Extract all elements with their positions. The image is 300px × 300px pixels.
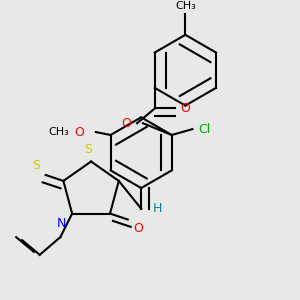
Text: O: O	[121, 117, 131, 130]
Text: CH₃: CH₃	[175, 1, 196, 11]
Text: O: O	[74, 126, 84, 139]
Text: CH₃: CH₃	[49, 127, 69, 137]
Text: O: O	[180, 102, 190, 115]
Text: S: S	[84, 142, 92, 156]
Text: O: O	[134, 222, 143, 236]
Text: N: N	[57, 217, 66, 230]
Text: H: H	[153, 202, 162, 215]
Text: Cl: Cl	[198, 123, 211, 136]
Text: S: S	[32, 159, 40, 172]
